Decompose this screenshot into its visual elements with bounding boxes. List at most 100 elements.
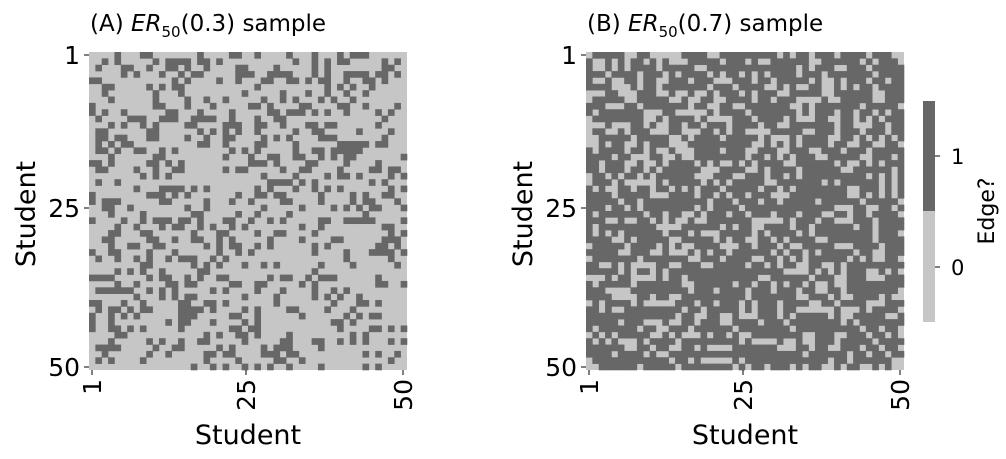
heatmap-cell-edge <box>95 357 103 364</box>
heatmap-cell-edge <box>146 261 153 269</box>
heatmap-cell-edge <box>108 312 115 320</box>
heatmap-cell-edge <box>745 121 752 129</box>
heatmap-cell-edge <box>611 90 619 97</box>
heatmap-cell-edge <box>598 185 606 193</box>
heatmap-cell-edge <box>668 191 676 199</box>
heatmap-cell-edge <box>795 58 803 66</box>
heatmap-cell-edge <box>586 261 593 269</box>
heatmap-cell-edge <box>751 325 759 333</box>
heatmap-cell-edge <box>732 344 739 352</box>
heatmap-cell-edge <box>668 350 676 358</box>
heatmap-cell-edge <box>254 230 262 237</box>
heatmap-cell-edge <box>662 319 669 326</box>
heatmap-cell-edge <box>700 338 708 345</box>
heatmap-cell-edge <box>317 344 325 352</box>
heatmap-cell-edge <box>878 331 886 339</box>
heatmap-cell-edge <box>317 198 325 205</box>
heatmap-cell-edge <box>375 300 382 307</box>
heatmap-cell-edge <box>286 134 293 142</box>
heatmap-cell-edge <box>235 121 242 129</box>
heatmap-cell-edge <box>598 249 606 256</box>
heatmap-cell-edge <box>317 261 325 269</box>
heatmap-cell-edge <box>675 287 682 294</box>
heatmap-cell-edge <box>846 223 854 231</box>
heatmap-cell-edge <box>795 236 803 244</box>
heatmap-cell-edge <box>649 102 657 110</box>
heatmap-cell-edge <box>158 223 166 231</box>
heatmap-cell-edge <box>387 255 395 263</box>
heatmap-cell-edge <box>197 141 204 148</box>
heatmap-cell-edge <box>706 242 714 250</box>
heatmap-cell-edge <box>827 338 835 345</box>
heatmap-cell-edge <box>630 249 638 256</box>
heatmap-cell-edge <box>859 230 867 237</box>
heatmap-cell-edge <box>745 185 752 193</box>
heatmap-cell-edge <box>897 121 905 129</box>
heatmap-cell-edge <box>630 325 638 333</box>
heatmap-cell-edge <box>706 319 714 326</box>
heatmap-cell-edge <box>343 160 351 167</box>
heatmap-cell-edge <box>878 109 886 116</box>
heatmap-cell-edge <box>273 153 281 161</box>
heatmap-cell-edge <box>745 217 752 225</box>
heatmap-cell-edge <box>89 312 96 320</box>
heatmap-cell-edge <box>337 141 344 148</box>
heatmap-cell-edge <box>630 255 638 263</box>
heatmap-cell-edge <box>617 350 625 358</box>
heatmap-cell-edge <box>834 319 841 326</box>
heatmap-cell-edge <box>770 230 778 237</box>
heatmap-cell-edge <box>649 198 657 205</box>
heatmap-cell-edge <box>878 312 886 320</box>
heatmap-cell-edge <box>279 179 287 186</box>
heatmap-cell-edge <box>292 153 300 161</box>
heatmap-cell-edge <box>853 64 860 72</box>
heatmap-cell-edge <box>592 179 600 186</box>
heatmap-cell-edge <box>795 319 803 326</box>
heatmap-cell-edge <box>865 128 873 135</box>
panel-a-title-symbol: ER <box>131 11 162 37</box>
heatmap-cell-edge <box>630 128 638 135</box>
heatmap-cell-edge <box>636 217 644 225</box>
heatmap-cell-edge <box>254 185 262 193</box>
heatmap-cell-edge <box>846 153 854 161</box>
heatmap-cell-edge <box>891 306 898 314</box>
heatmap-cell-edge <box>114 268 122 275</box>
heatmap-cell-edge <box>330 153 338 161</box>
heatmap-cell-edge <box>808 211 816 218</box>
heatmap-cell-edge <box>776 357 784 364</box>
heatmap-cell-edge <box>662 255 669 263</box>
heatmap-cell-edge <box>216 77 223 85</box>
heatmap-cell-edge <box>108 306 115 314</box>
heatmap-cell-edge <box>216 249 223 256</box>
heatmap-cell-edge <box>668 115 676 123</box>
heatmap-cell-edge <box>222 134 230 142</box>
heatmap-cell-edge <box>897 319 905 326</box>
heatmap-cell-edge <box>757 172 765 180</box>
heatmap-cell-edge <box>846 287 854 294</box>
heatmap-cell-edge <box>120 71 128 78</box>
heatmap-cell-edge <box>872 160 879 167</box>
heatmap-cell-edge <box>795 350 803 358</box>
heatmap-cell-edge <box>776 160 784 167</box>
heatmap-cell-edge <box>814 312 822 320</box>
heatmap-cell-edge <box>203 300 211 307</box>
heatmap-cell-edge <box>853 147 860 155</box>
heatmap-cell-edge <box>178 71 185 78</box>
heatmap-cell-edge <box>859 249 867 256</box>
heatmap-cell-edge <box>808 319 816 326</box>
heatmap-cell-edge <box>706 134 714 142</box>
heatmap-cell-edge <box>292 350 300 358</box>
heatmap-cell-edge <box>668 121 676 129</box>
heatmap-cell-edge <box>738 153 746 161</box>
heatmap-cell-edge <box>802 236 809 244</box>
heatmap-cell-edge <box>846 280 854 288</box>
heatmap-cell-edge <box>127 115 134 123</box>
heatmap-cell-edge <box>241 338 249 345</box>
heatmap-cell-edge <box>317 191 325 199</box>
heatmap-cell-edge <box>343 102 351 110</box>
heatmap-cell-edge <box>649 255 657 263</box>
heatmap-cell-edge <box>706 350 714 358</box>
heatmap-cell-edge <box>108 357 115 364</box>
heatmap-cell-edge <box>228 350 236 358</box>
heatmap-cell-edge <box>878 204 886 212</box>
